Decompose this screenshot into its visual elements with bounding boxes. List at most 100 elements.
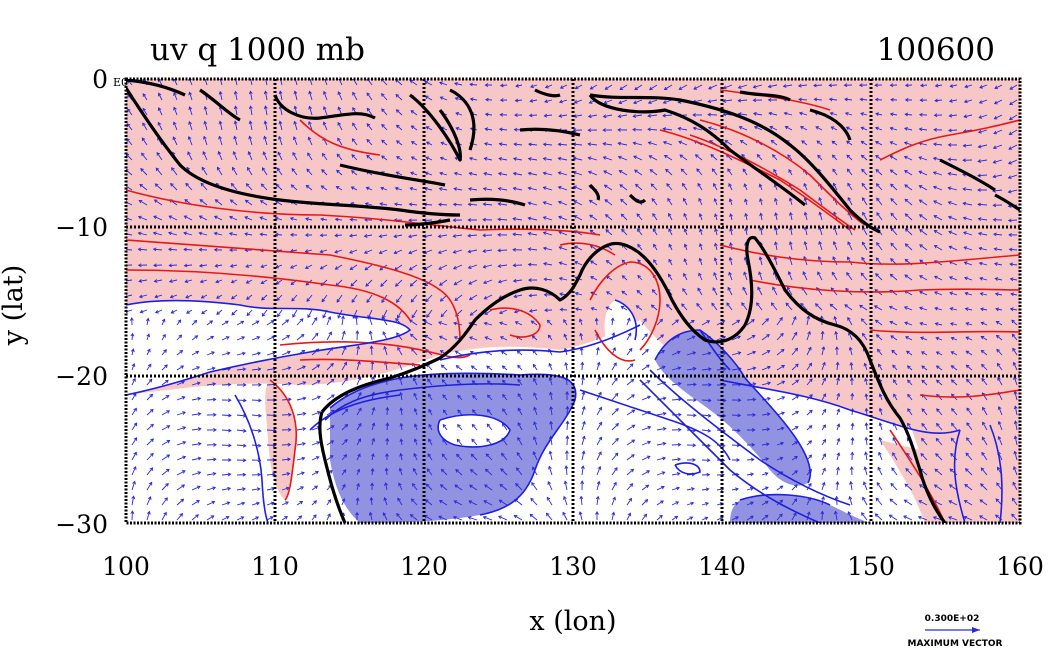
wind-vector-head xyxy=(1009,86,1014,90)
wind-vector xyxy=(963,144,973,147)
wind-vector-head xyxy=(850,451,855,456)
wind-vector xyxy=(650,183,658,191)
wind-vector-head xyxy=(257,443,262,448)
wind-vector xyxy=(453,203,463,206)
wind-vector xyxy=(454,500,463,506)
wind-vector xyxy=(978,129,988,133)
wind-vector xyxy=(352,138,358,146)
wind-vector xyxy=(499,128,508,131)
wind-vector-head xyxy=(683,243,688,248)
wind-vector-head xyxy=(259,216,264,220)
wind-vector-head xyxy=(859,97,864,102)
wind-vector-head xyxy=(230,295,235,300)
wind-vector xyxy=(154,199,163,206)
wind-vector xyxy=(370,346,373,356)
wind-vector-head xyxy=(891,349,895,354)
wind-vector xyxy=(441,453,448,461)
wind-vector xyxy=(320,264,328,270)
wind-vector xyxy=(155,309,163,314)
wind-vector xyxy=(966,437,973,446)
wind-vector-head xyxy=(603,100,608,105)
wind-vector-head xyxy=(130,348,135,353)
wind-vector-head xyxy=(636,289,641,294)
wind-vector-head xyxy=(441,453,446,458)
wind-vector-head xyxy=(468,171,473,176)
wind-vector-head xyxy=(358,391,362,396)
wind-vector xyxy=(679,154,688,161)
wind-vector-head xyxy=(587,114,592,119)
wind-vector-head xyxy=(662,396,667,401)
wind-vector-head xyxy=(513,127,518,132)
wind-vector-head xyxy=(635,305,640,309)
wind-vector xyxy=(412,483,418,491)
wind-vector-head xyxy=(355,330,360,334)
wind-vector xyxy=(337,91,343,101)
wind-vector xyxy=(772,154,778,161)
wind-vector xyxy=(350,279,358,287)
wind-vector xyxy=(683,258,688,266)
wind-vector xyxy=(1012,348,1018,356)
wind-vector-head xyxy=(843,83,848,88)
wind-vector-head xyxy=(660,500,664,504)
wind-vector xyxy=(161,410,170,416)
wind-vector xyxy=(802,271,808,281)
wind-vector xyxy=(371,361,373,371)
wind-vector-head xyxy=(483,156,488,161)
wind-vector-head xyxy=(166,454,171,458)
wind-vector-head xyxy=(248,135,253,140)
wind-vector-head xyxy=(708,398,712,403)
wind-vector-head xyxy=(351,138,356,142)
wind-vector-head xyxy=(155,167,160,172)
wind-vector xyxy=(171,309,178,314)
wind-vector xyxy=(701,399,711,401)
wind-vector xyxy=(199,215,208,221)
wind-vector xyxy=(500,336,508,341)
wind-vector-head xyxy=(168,215,173,219)
wind-vector-head xyxy=(903,155,908,160)
wind-vector-head xyxy=(150,423,154,428)
wind-vector xyxy=(397,309,403,319)
wind-vector xyxy=(470,98,478,101)
wind-vector xyxy=(636,213,643,221)
wind-vector-head xyxy=(350,282,355,287)
wind-vector xyxy=(472,424,478,431)
wind-vector xyxy=(994,263,1003,266)
wind-vector-head xyxy=(517,393,522,397)
wind-vector-head xyxy=(528,293,533,298)
wind-vector xyxy=(334,249,343,253)
wind-vector-head xyxy=(780,426,785,431)
wind-vector-head xyxy=(546,319,551,324)
wind-vector-head xyxy=(964,84,969,89)
wind-vector-head xyxy=(634,86,638,91)
wind-vector xyxy=(559,262,568,266)
wind-vector xyxy=(890,212,898,221)
wind-vector-head xyxy=(357,376,362,381)
wind-vector-head xyxy=(977,188,981,192)
wind-vector xyxy=(889,321,898,326)
wind-vector xyxy=(671,351,681,356)
wind-vector-head xyxy=(737,413,742,418)
wind-vector xyxy=(904,274,913,281)
wind-vector-head xyxy=(861,182,866,187)
wind-vector-head xyxy=(454,484,459,489)
wind-vector-head xyxy=(779,456,784,461)
wind-vector xyxy=(562,512,568,521)
wind-vector-head xyxy=(410,125,415,129)
wind-vector xyxy=(618,142,628,146)
wind-vector xyxy=(964,500,973,506)
wind-vector xyxy=(184,215,193,221)
wind-vector-head xyxy=(379,266,384,271)
wind-vector-head xyxy=(498,499,503,504)
wind-vector xyxy=(776,333,784,341)
wind-vector xyxy=(744,199,748,206)
wind-vector-head xyxy=(729,213,733,218)
wind-vector xyxy=(581,391,585,401)
wind-vector-head xyxy=(483,296,488,300)
wind-vector-head xyxy=(565,435,570,439)
wind-vector xyxy=(697,183,703,191)
wind-vector xyxy=(530,498,538,506)
wind-vector xyxy=(266,336,275,341)
wind-vector-head xyxy=(819,315,824,320)
wind-vector xyxy=(356,376,361,386)
wind-vector xyxy=(730,213,733,221)
